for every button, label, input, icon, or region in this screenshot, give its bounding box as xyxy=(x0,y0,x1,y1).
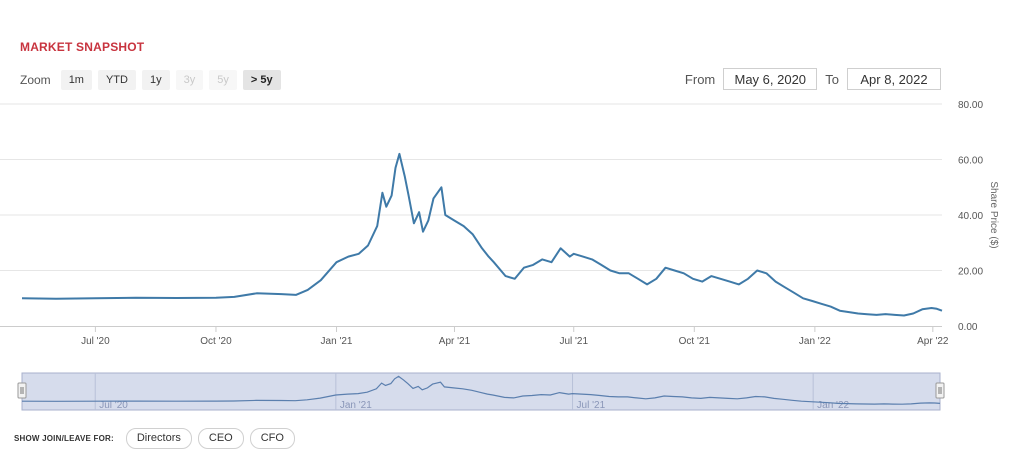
zoom-3y-button: 3y xyxy=(175,70,204,90)
x-tick-label: Jan '22 xyxy=(799,336,831,347)
y-tick-label: 0.00 xyxy=(958,322,978,333)
y-tick-label: 40.00 xyxy=(958,211,983,222)
x-tick-label: Apr '21 xyxy=(439,336,471,347)
ceo-button[interactable]: CEO xyxy=(197,428,244,449)
navigator-tick-label: Jul '21 xyxy=(577,400,606,411)
directors-button[interactable]: Directors xyxy=(125,428,192,449)
price-line xyxy=(21,152,943,317)
navigator-tick-label: Jan '21 xyxy=(340,400,372,411)
x-tick-label: Oct '21 xyxy=(679,336,711,347)
zoom-1y-button[interactable]: 1y xyxy=(141,70,170,90)
to-label: To xyxy=(825,71,839,87)
y-axis-label: Share Price ($) xyxy=(988,181,999,248)
x-tick-label: Jul '20 xyxy=(81,336,110,347)
navigator-selection xyxy=(21,372,941,411)
join-leave-label: SHOW JOIN/LEAVE FOR: xyxy=(14,434,114,443)
page-title: MARKET SNAPSHOT xyxy=(20,40,145,54)
from-label: From xyxy=(684,71,716,87)
navigator-tick-label: Jul '20 xyxy=(99,400,128,411)
y-tick-label: 60.00 xyxy=(958,156,983,167)
x-tick-label: Oct '20 xyxy=(200,336,232,347)
zoom-all-button[interactable]: > 5y xyxy=(242,70,281,90)
zoom-5y-button: 5y xyxy=(209,70,237,90)
navigator-tick-label: Jan '22 xyxy=(817,400,849,411)
navigator-right-handle[interactable] xyxy=(935,382,945,399)
share-price-chart: 0.00 20.00 40.00 60.00 80.00 Jul '20 Oct '20 Ja… xyxy=(0,100,999,411)
y-tick-label: 80.00 xyxy=(958,100,983,111)
navigator-line xyxy=(21,375,941,405)
zoom-label: Zoom xyxy=(20,73,51,87)
date-range: From To xyxy=(685,68,941,90)
x-tick-label: Jan '21 xyxy=(321,336,353,347)
to-date-input[interactable] xyxy=(847,68,941,90)
from-date-input[interactable] xyxy=(723,68,818,90)
navigator-left-handle[interactable] xyxy=(17,382,27,399)
zoom-1m-button[interactable]: 1m xyxy=(60,70,92,90)
zoom-bar: Zoom 1m YTD 1y 3y 5y > 5y xyxy=(20,70,281,90)
zoom-ytd-button[interactable]: YTD xyxy=(97,70,136,90)
y-tick-label: 20.00 xyxy=(958,267,983,278)
x-tick-label: Apr '22 xyxy=(917,336,949,347)
join-leave-bar: SHOW JOIN/LEAVE FOR: Directors CEO CFO xyxy=(14,428,295,449)
x-tick-label: Jul '21 xyxy=(559,336,588,347)
cfo-button[interactable]: CFO xyxy=(249,428,295,449)
